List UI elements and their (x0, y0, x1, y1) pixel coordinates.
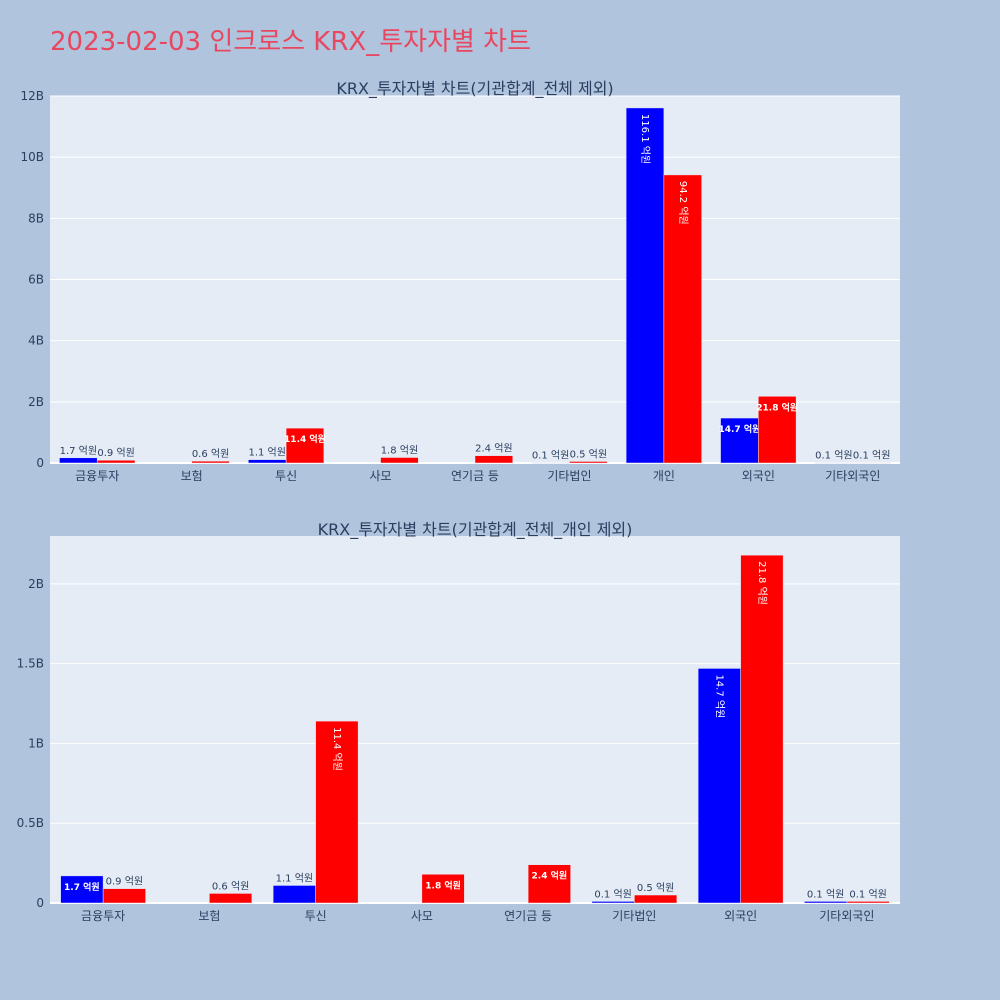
chart-title: KRX_투자자별 차트(기관합계_전체_개인 제외) (318, 520, 633, 540)
bar-value-label: 94.2 억원 (677, 181, 689, 225)
y-tick-label: 1.5B (17, 657, 44, 671)
bar-value-label: 0.5 억원 (637, 882, 674, 894)
bar (804, 901, 848, 904)
bar-value-label: 0.9 억원 (106, 876, 143, 888)
bar (625, 107, 665, 464)
y-tick-label: 10B (20, 150, 44, 164)
bar (59, 457, 98, 464)
chart-panel-with-individual: 0 2B 4B 6B 8B 10B 12B KRX_투자자별 차트(기관합계_전체 제외) 금융… (20, 79, 900, 483)
bar (96, 459, 136, 464)
bar (102, 888, 146, 904)
y-tick-label: 6B (28, 273, 44, 287)
bar (814, 462, 854, 464)
bar-value-label: 14.7 억원 (718, 423, 760, 435)
bar (634, 894, 678, 904)
bar-value-label: 11.4 억원 (331, 727, 343, 771)
bar (421, 874, 465, 904)
y-tick-label: 0.5B (17, 816, 44, 830)
bar (380, 457, 419, 464)
x-tick-label: 사모 (411, 909, 433, 923)
x-tick-label: 투신 (305, 909, 327, 923)
x-tick-label: 연기금 등 (451, 469, 499, 483)
bar-value-label: 0.5 억원 (570, 448, 607, 460)
bar-value-label: 0.1 억원 (807, 888, 844, 900)
bar-value-label: 0.6 억원 (192, 448, 229, 460)
bar (531, 462, 570, 464)
bar-value-label: 2.4 억원 (532, 870, 568, 882)
bar-value-label: 1.7 억원 (60, 445, 97, 457)
bar-value-label: 0.1 억원 (853, 450, 890, 462)
y-tick-label: 8B (28, 211, 44, 225)
bar-value-label: 1.8 억원 (425, 879, 461, 891)
bar (852, 462, 891, 464)
bar-value-label: 1.7 억원 (64, 881, 100, 893)
bar-value-label: 0.1 억원 (532, 450, 569, 462)
bar (697, 668, 741, 904)
bar (209, 893, 253, 904)
bar (285, 427, 325, 464)
x-tick-label: 외국인 (742, 469, 775, 483)
bar-value-label: 0.1 억원 (849, 888, 886, 900)
bar-value-label: 0.1 억원 (815, 450, 852, 462)
bar-value-label: 0.1 억원 (594, 888, 631, 900)
x-tick-label: 외국인 (724, 909, 757, 923)
x-tick-label: 기타법인 (547, 469, 591, 483)
chart-panel-without-individual: 0 0.5B 1B 1.5B 2B KRX_투자자별 차트(기관합계_전체_개인 제외) 금… (17, 520, 900, 923)
bar (758, 396, 797, 464)
x-tick-label: 투신 (275, 469, 297, 483)
y-tick-label: 2B (28, 395, 44, 409)
x-tick-label: 금융투자 (75, 469, 119, 483)
y-tick-label: 1B (28, 736, 44, 750)
bar (272, 885, 316, 904)
bar (569, 461, 608, 464)
bar (740, 554, 784, 904)
bar (846, 901, 890, 904)
x-tick-label: 기타법인 (612, 909, 656, 923)
x-tick-label: 보험 (181, 469, 203, 483)
bar-value-label: 1.1 억원 (276, 872, 313, 884)
x-tick-label: 기타외국인 (825, 469, 880, 483)
y-tick-label: 12B (20, 89, 44, 103)
x-tick-label: 보험 (198, 909, 220, 923)
x-tick-label: 사모 (370, 469, 392, 483)
y-tick-label: 4B (28, 334, 44, 348)
x-tick-label: 개인 (653, 469, 675, 483)
y-tick-label: 2B (28, 577, 44, 591)
bar-value-label: 21.8 억원 (756, 561, 768, 605)
bar-value-label: 2.4 억원 (475, 443, 512, 455)
bar-value-label: 11.4 억원 (284, 433, 326, 445)
bar-value-label: 0.9 억원 (97, 447, 134, 459)
chart-title: KRX_투자자별 차트(기관합계_전체 제외) (336, 79, 613, 99)
bar-value-label: 1.1 억원 (248, 447, 285, 459)
bar-value-label: 116.1 억원 (639, 114, 651, 164)
x-tick-label: 기타외국인 (819, 909, 874, 923)
bar-value-label: 21.8 억원 (756, 401, 798, 413)
page-title: 2023-02-03 인크로스 KRX_투자자별 차트 (50, 27, 531, 57)
bar (315, 720, 359, 904)
bar (248, 459, 287, 464)
bar-value-label: 0.6 억원 (212, 880, 249, 892)
bar (191, 460, 230, 464)
x-tick-label: 연기금 등 (504, 909, 552, 923)
bar-value-label: 1.8 억원 (381, 444, 418, 456)
bar (720, 417, 759, 464)
bar (474, 455, 514, 464)
bar (591, 901, 635, 904)
bar (663, 174, 702, 464)
bar (527, 864, 571, 904)
y-tick-label: 0 (36, 896, 44, 910)
x-tick-label: 금융투자 (81, 909, 125, 923)
bar-value-label: 14.7 억원 (713, 674, 725, 718)
y-tick-label: 0 (36, 456, 44, 470)
